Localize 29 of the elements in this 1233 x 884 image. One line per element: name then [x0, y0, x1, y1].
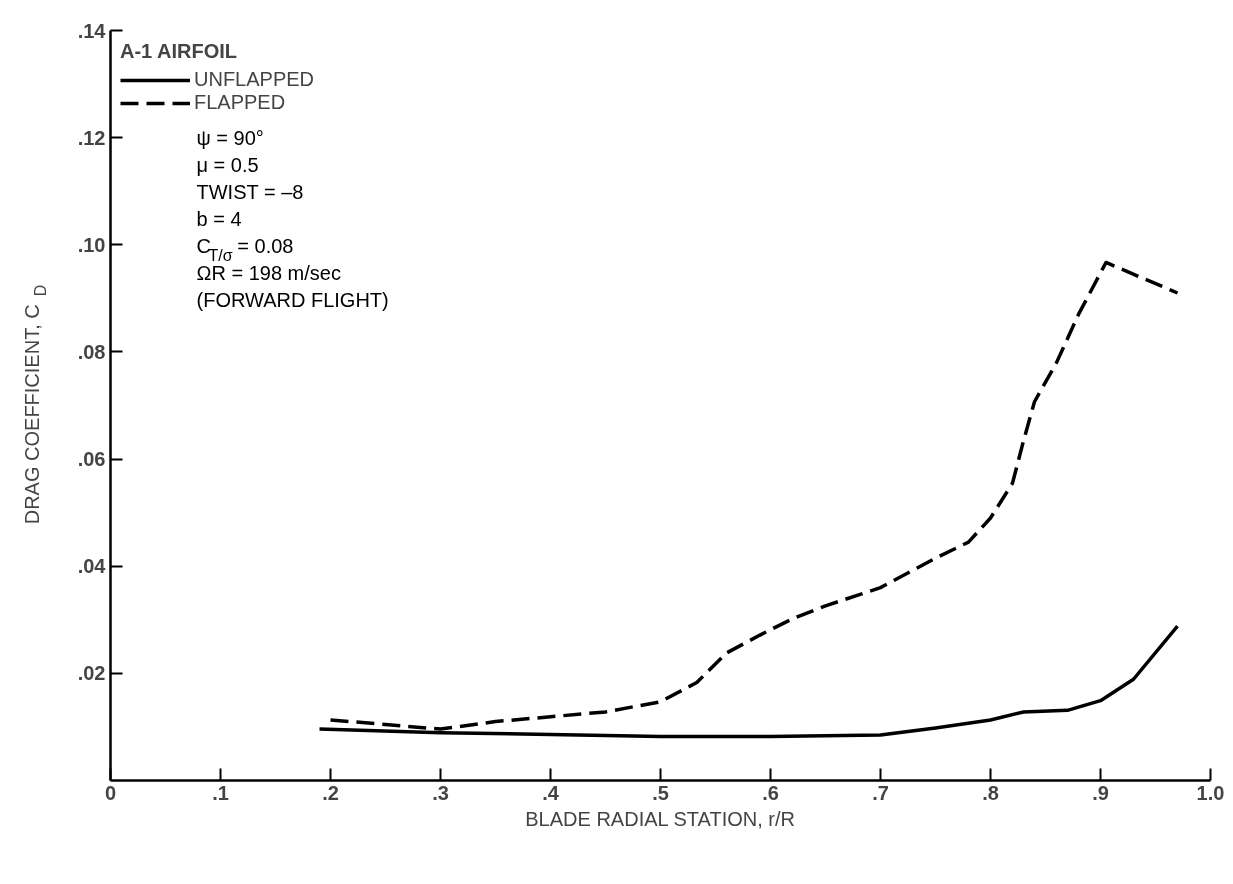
x-tick-label: .9 — [1092, 781, 1109, 804]
y-tick-label: .06 — [77, 448, 106, 471]
x-tick-label: .8 — [982, 781, 999, 804]
legend-label: UNFLAPPED — [194, 68, 315, 91]
x-tick-label: 1.0 — [1196, 781, 1225, 804]
y-tick-label: .10 — [77, 233, 106, 256]
x-tick-label: .6 — [762, 781, 779, 804]
y-axis-title: DRAG COEFFICIENT, CD — [20, 284, 49, 525]
x-tick-label: 0 — [104, 781, 117, 804]
x-tick-label: .5 — [652, 781, 669, 804]
x-tick-label: .1 — [212, 781, 229, 804]
y-tick-label: .04 — [77, 555, 107, 578]
x-axis-title: BLADE RADIAL STATION, r/R — [525, 807, 795, 830]
y-tick-label: .14 — [77, 19, 107, 42]
legend-title: A-1 AIRFOIL — [120, 40, 239, 63]
annotation: (FORWARD FLIGHT) — [196, 288, 389, 311]
annotation: μ = 0.5 — [196, 153, 259, 176]
y-tick-label: .12 — [77, 126, 106, 149]
y-tick-label: .02 — [77, 662, 106, 685]
x-tick-label: .4 — [542, 781, 560, 804]
legend-label: FLAPPED — [194, 91, 286, 114]
x-tick-label: .2 — [322, 781, 339, 804]
x-tick-label: .7 — [872, 781, 889, 804]
annotation: b = 4 — [196, 207, 242, 230]
annotation: ΩR = 198 m/sec — [196, 261, 341, 284]
annotation: ψ = 90° — [196, 126, 264, 149]
x-tick-label: .3 — [432, 781, 449, 804]
y-tick-label: .08 — [77, 340, 106, 363]
annotation: TWIST = –8 — [196, 180, 304, 203]
